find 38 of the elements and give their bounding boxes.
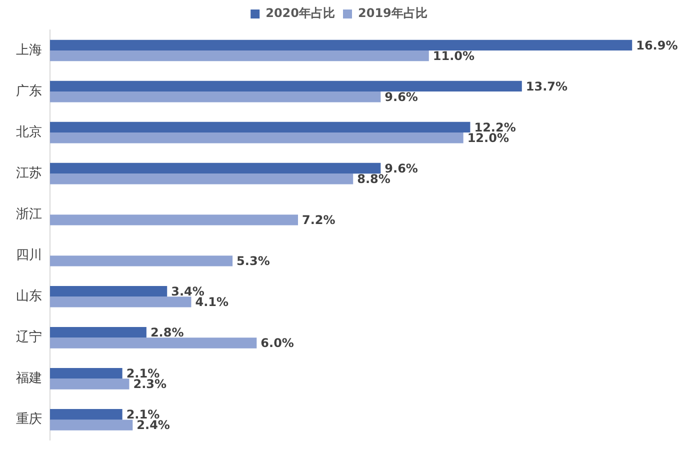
y-tick-label: 山东 — [16, 289, 42, 304]
bar — [50, 132, 464, 144]
bar — [50, 338, 257, 348]
bar — [50, 378, 130, 390]
bar — [50, 326, 146, 338]
bar — [50, 368, 122, 379]
y-tick-label: 四川 — [16, 248, 42, 263]
bar — [50, 162, 381, 174]
y-tick-label: 福建 — [16, 371, 42, 386]
bar — [50, 420, 133, 430]
y-tick-label: 浙江 — [16, 206, 42, 222]
bar — [50, 80, 522, 92]
y-tick-label: 重庆 — [16, 412, 42, 428]
y-tick-label: 辽宁 — [16, 329, 42, 346]
legend-label: 2019年占比 — [358, 6, 428, 20]
data-label: 13.7% — [526, 79, 568, 94]
legend-label: 2020年占比 — [266, 6, 336, 20]
y-tick-label: 北京 — [16, 124, 42, 140]
bar — [50, 40, 632, 51]
bar — [50, 286, 168, 297]
data-label: 2.8% — [150, 325, 184, 340]
data-label: 6.0% — [260, 336, 294, 350]
y-tick-label: 广东 — [16, 84, 42, 99]
bar — [50, 174, 354, 184]
data-label: 5.3% — [236, 254, 270, 268]
bar — [50, 296, 192, 308]
bar — [50, 122, 470, 133]
bar — [50, 256, 233, 266]
data-label: 7.2% — [302, 213, 336, 228]
data-label: 11.0% — [432, 48, 475, 63]
y-tick-label: 上海 — [16, 42, 42, 58]
y-tick-label: 江苏 — [16, 166, 42, 181]
bar — [50, 92, 381, 102]
bar — [50, 409, 122, 420]
data-label: 9.6% — [384, 90, 418, 104]
data-label: 16.9% — [636, 38, 678, 52]
bar — [50, 214, 298, 226]
bar — [50, 50, 429, 62]
